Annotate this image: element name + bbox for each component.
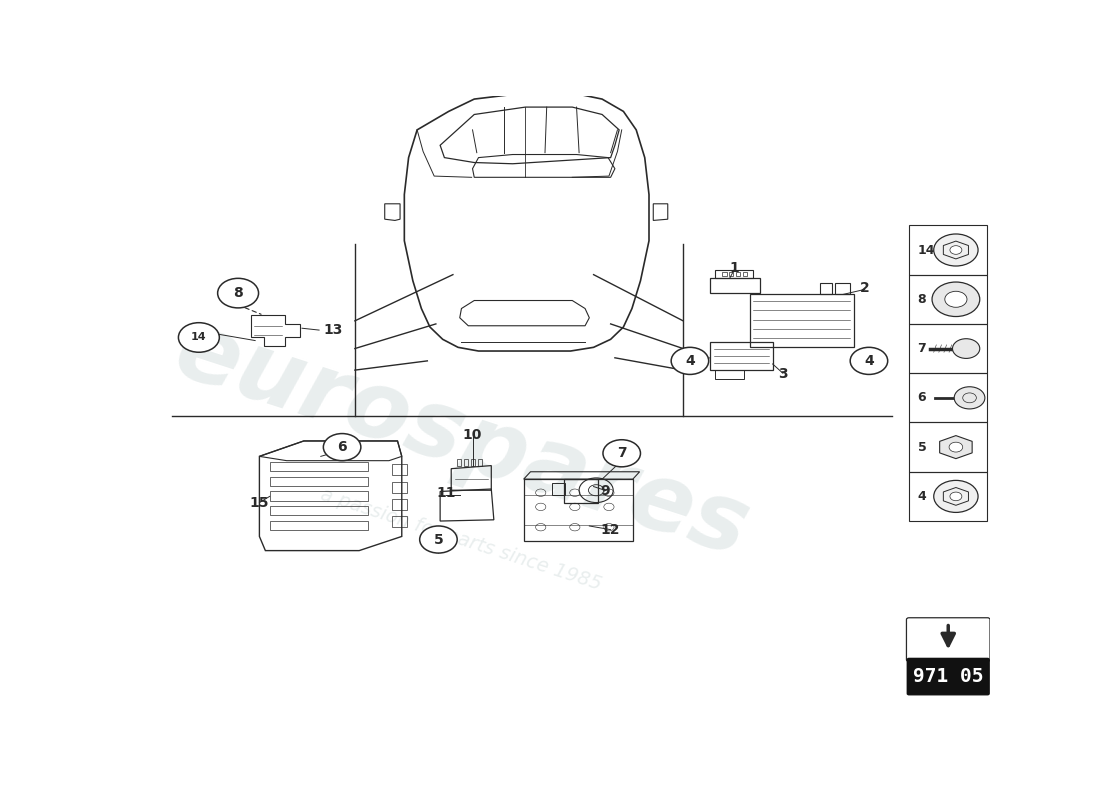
Bar — [477, 459, 482, 466]
Bar — [711, 342, 772, 370]
Bar — [820, 283, 833, 294]
Bar — [563, 479, 598, 502]
Text: 8: 8 — [917, 293, 926, 306]
Polygon shape — [939, 436, 972, 458]
Bar — [909, 472, 988, 521]
Text: 971 05: 971 05 — [913, 667, 983, 686]
Circle shape — [850, 347, 888, 374]
Circle shape — [932, 282, 980, 317]
Bar — [729, 271, 734, 276]
Bar — [552, 483, 564, 495]
Text: 7: 7 — [617, 446, 627, 460]
Circle shape — [950, 246, 961, 254]
Bar — [715, 270, 754, 278]
Bar — [392, 516, 407, 527]
Text: 13: 13 — [323, 323, 343, 337]
Bar — [458, 459, 462, 466]
Bar — [909, 373, 988, 422]
Bar — [392, 482, 407, 493]
Bar — [471, 459, 475, 466]
Bar — [270, 462, 367, 471]
Bar — [909, 226, 988, 274]
Circle shape — [603, 440, 640, 467]
Text: 14: 14 — [917, 243, 935, 257]
Text: 3: 3 — [778, 367, 788, 382]
Circle shape — [420, 526, 458, 553]
Bar — [909, 422, 988, 472]
Circle shape — [945, 291, 967, 307]
Bar — [736, 271, 740, 276]
Bar — [270, 521, 367, 530]
Text: 6: 6 — [917, 391, 926, 404]
Bar — [392, 464, 407, 475]
Text: 11: 11 — [437, 486, 455, 500]
Circle shape — [953, 338, 980, 358]
Circle shape — [950, 492, 961, 501]
Text: eurospares: eurospares — [163, 305, 760, 577]
Circle shape — [934, 234, 978, 266]
Circle shape — [949, 442, 962, 452]
Bar — [270, 491, 367, 501]
Bar — [524, 479, 632, 541]
Bar — [909, 274, 988, 324]
Circle shape — [954, 386, 985, 409]
Text: a passion for parts since 1985: a passion for parts since 1985 — [319, 485, 604, 594]
Text: 12: 12 — [601, 523, 620, 538]
Bar — [835, 283, 850, 294]
Bar — [723, 271, 727, 276]
Circle shape — [671, 347, 708, 374]
Text: 4: 4 — [865, 354, 873, 368]
Text: 7: 7 — [917, 342, 926, 355]
Circle shape — [323, 434, 361, 461]
Text: 5: 5 — [433, 533, 443, 546]
Circle shape — [934, 480, 978, 513]
Text: 14: 14 — [191, 333, 207, 342]
Bar — [749, 294, 854, 347]
Text: 15: 15 — [250, 495, 270, 510]
Text: 9: 9 — [600, 485, 609, 498]
Bar — [742, 271, 747, 276]
Bar — [270, 506, 367, 515]
Text: 4: 4 — [685, 354, 695, 368]
Text: 2: 2 — [860, 281, 870, 295]
FancyBboxPatch shape — [908, 658, 989, 694]
Circle shape — [218, 278, 258, 308]
Text: 4: 4 — [917, 490, 926, 503]
Text: 6: 6 — [338, 440, 346, 454]
Bar — [909, 324, 988, 373]
Bar — [392, 499, 407, 510]
Bar — [464, 459, 469, 466]
Text: 1: 1 — [729, 262, 739, 275]
Text: 10: 10 — [463, 428, 482, 442]
Bar — [711, 278, 760, 293]
Circle shape — [178, 322, 219, 352]
Text: 5: 5 — [917, 441, 926, 454]
Text: 8: 8 — [233, 286, 243, 300]
Bar — [270, 477, 367, 486]
Bar — [715, 370, 745, 379]
FancyBboxPatch shape — [906, 618, 990, 662]
